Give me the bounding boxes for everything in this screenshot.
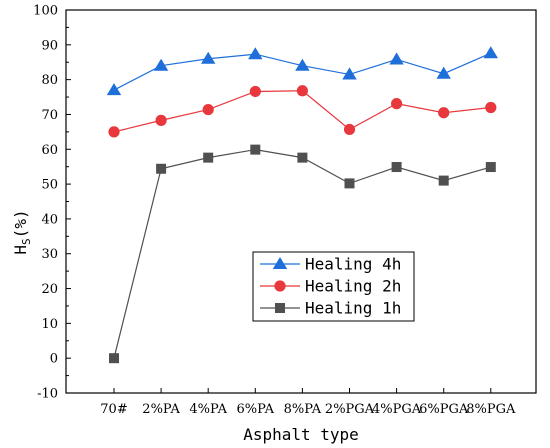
legend-label: Healing 2h [305,277,401,296]
data-point-circle [249,85,261,98]
legend-marker-square [274,302,285,313]
data-point-triangle [342,67,357,80]
x-tick-label: 2%PGA [325,402,375,417]
data-point-triangle [389,52,404,65]
data-point-circle [155,114,167,126]
legend-marker-triangle [272,257,288,270]
x-tick-label: 8%PA [284,402,322,417]
data-point-circle [390,98,403,110]
y-axis-title-unit: (%) [11,209,30,238]
data-point-circle [343,123,356,136]
x-tick-label: 4%PGA [372,402,422,417]
legend-label: Healing 4h [305,255,401,274]
x-tick-label: 6%PGA [419,402,469,417]
legend-marker-circle [274,280,286,292]
data-point-triangle [153,58,169,71]
x-tick-label: 2%PA [142,402,180,417]
x-tick-label: 4%PA [189,402,227,417]
series-triangle [106,46,499,96]
y-axis-title: HS(%) [11,209,33,254]
data-point-square [485,162,496,173]
legend-label: Healing 1h [305,299,401,318]
x-tick-label: 70# [100,402,127,417]
y-tick-label: 60 [41,143,58,158]
y-tick-label: 70 [41,108,58,123]
series-circle [108,85,497,138]
legend: Healing 4h Healing 2h Healing 1h [252,251,415,322]
data-point-square [156,163,167,174]
series-line [113,90,491,133]
data-point-circle [485,101,497,114]
legend-entry: Healing 4h [260,255,401,274]
data-point-triangle [295,58,310,71]
y-tick-label: 20 [41,282,58,297]
series-line [113,52,492,91]
data-point-triangle [248,47,263,60]
x-tick-label: 8%PGA [466,402,516,417]
data-point-square [109,353,120,364]
y-tick-label: 90 [41,38,58,53]
x-tick-label: 6%PA [237,402,275,417]
data-point-circle [438,107,450,119]
data-point-triangle [200,51,216,64]
y-axis-title-main: H [11,245,30,255]
data-point-square [297,152,308,163]
series-square [109,144,496,364]
y-tick-label: 100 [33,4,58,19]
data-point-triangle [436,66,451,79]
y-tick-label: 30 [41,247,58,262]
legend-entry: Healing 1h [260,299,401,318]
data-point-square [438,175,449,186]
y-axis: -10 0 10 20 30 40 50 60 70 80 90 100 [33,4,71,402]
series-layer [106,46,499,364]
y-tick-label: 80 [41,73,58,88]
data-point-triangle [483,46,499,59]
x-axis-title: Asphalt type [243,425,359,444]
legend-entry: Healing 2h [260,277,401,296]
data-point-square [344,178,355,189]
y-tick-label: 40 [41,212,58,227]
data-point-triangle [106,83,122,96]
data-point-circle [202,103,214,116]
y-tick-label: 0 [50,352,58,367]
data-point-circle [108,126,120,138]
y-axis-title-subscript: S [20,238,33,245]
y-tick-label: 50 [41,178,58,193]
data-point-square [203,152,214,163]
data-point-square [391,162,402,173]
y-tick-label: -10 [37,387,58,402]
data-point-circle [296,85,308,97]
svg-text:HS(%): HS(%) [11,209,33,254]
data-point-square [250,144,261,155]
y-tick-label: 10 [41,317,58,332]
